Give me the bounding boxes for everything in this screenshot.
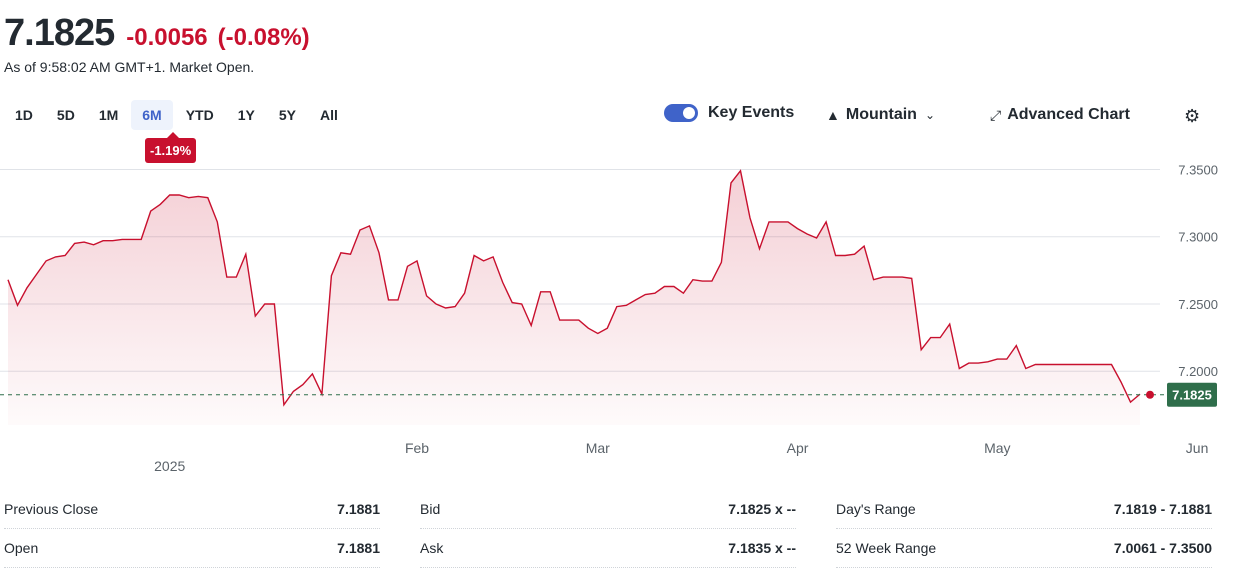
y-tick-label: 7.3500: [1178, 162, 1218, 177]
key-events-toggle[interactable]: Key Events: [664, 104, 794, 122]
gear-icon: ⚙: [1184, 106, 1201, 126]
stat-ask: Ask 7.1835 x --: [420, 529, 796, 568]
price-change-percent: (-0.08%): [217, 24, 310, 51]
range-5d[interactable]: 5D: [56, 107, 75, 123]
last-price-dot: [1146, 390, 1154, 399]
advanced-chart-label: Advanced Chart: [1007, 106, 1130, 123]
year-label: 2025: [154, 458, 185, 474]
x-tick-label: May: [984, 440, 1010, 456]
settings-button[interactable]: ⚙: [1184, 106, 1206, 127]
stat-open: Open 7.1881: [4, 529, 380, 568]
advanced-chart-button[interactable]: ⤢ Advanced Chart: [990, 106, 1130, 124]
stats-column-2: Bid 7.1825 x -- Ask 7.1835 x --: [420, 490, 796, 568]
stat-bid: Bid 7.1825 x --: [420, 490, 796, 529]
x-tick-label: Apr: [787, 440, 809, 456]
price-area: [8, 170, 1140, 425]
quote-header: 7.1825 -0.0056 (-0.08%) As of 9:58:02 AM…: [4, 12, 310, 75]
range-ytd[interactable]: YTD: [185, 107, 214, 123]
stat-52-week-range: 52 Week Range 7.0061 - 7.3500: [836, 529, 1212, 568]
x-tick-label: Feb: [405, 440, 429, 456]
key-events-label: Key Events: [708, 104, 795, 121]
chevron-down-icon: ⌄: [924, 108, 936, 122]
expand-icon: ⤢: [990, 106, 1002, 123]
x-tick-label: Jun: [1186, 440, 1209, 456]
stat-days-range: Day's Range 7.1819 - 7.1881: [836, 490, 1212, 529]
range-5y[interactable]: 5Y: [278, 107, 296, 123]
range-1y[interactable]: 1Y: [237, 107, 255, 123]
mountain-icon: ▲: [826, 107, 840, 123]
range-selector: 1D 5D 1M 6M YTD 1Y 5Y All: [4, 100, 351, 130]
y-tick-label: 7.2000: [1178, 364, 1218, 379]
range-6m[interactable]: 6M: [131, 100, 173, 130]
stats-column-3: Day's Range 7.1819 - 7.1881 52 Week Rang…: [836, 490, 1212, 568]
market-status: As of 9:58:02 AM GMT+1. Market Open.: [4, 59, 255, 75]
current-price: 7.1825: [4, 12, 115, 54]
price-line: [7, 169, 1141, 407]
last-price-tag: 7.1825: [1167, 382, 1217, 407]
range-1m[interactable]: 1M: [98, 107, 119, 123]
range-1d[interactable]: 1D: [15, 107, 33, 123]
chart-type-dropdown[interactable]: ▲ Mountain ⌄: [826, 106, 935, 124]
range-change-badge: -1.19%: [145, 132, 197, 163]
price-change: -0.0056: [126, 24, 208, 51]
price-chart[interactable]: 7.3500 7.3000 7.2500 7.2000 Feb Mar Apr May Jun 2…: [0, 150, 1238, 475]
y-tick-label: 7.3000: [1178, 230, 1218, 245]
chart-type-label: Mountain: [845, 106, 917, 123]
range-all[interactable]: All: [319, 107, 338, 123]
toggle-switch[interactable]: [664, 104, 698, 122]
x-tick-label: Mar: [586, 440, 610, 456]
stats-column-1: Previous Close 7.1881 Open 7.1881: [4, 490, 380, 568]
last-price-tag-label: 7.1825: [1172, 388, 1212, 403]
stat-previous-close: Previous Close 7.1881: [4, 490, 380, 529]
y-tick-label: 7.2500: [1178, 297, 1218, 312]
